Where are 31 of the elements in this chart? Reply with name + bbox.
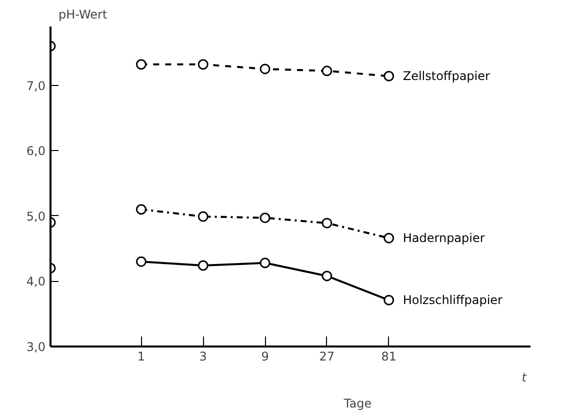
y-axis-title: pH-Wert [58,8,108,22]
point [322,218,332,228]
point [260,212,270,224]
x-tick-label: 3 [199,350,207,364]
x-tick-label: 81 [381,350,397,364]
point [198,211,208,222]
series-label: Zellstoffpapier [402,69,490,84]
y-tick-label: 6,0 [26,144,46,158]
point [198,260,208,271]
point [136,256,146,267]
point [136,59,146,70]
y-tick-label: 3,0 [26,340,46,354]
x-tick-label: 1 [137,350,146,364]
point [322,270,332,282]
point [260,258,270,268]
point [384,70,394,82]
x-axis-title: t [522,370,528,384]
x-tick-label: 27 [319,350,335,364]
x-tick-label: 9 [261,350,269,364]
point [384,232,394,244]
point [384,294,394,306]
series-label: Hadernpapier [402,231,485,246]
y-tick-label: 7,0 [26,78,46,93]
text: Tage [342,396,372,410]
y-tick-label: 5,0 [26,209,46,224]
point [322,66,332,76]
series-label: Holzschliffpapier [402,293,503,308]
y-tick-label: 4,0 [26,274,46,289]
point [136,204,146,215]
point [198,59,208,70]
point [260,64,270,74]
